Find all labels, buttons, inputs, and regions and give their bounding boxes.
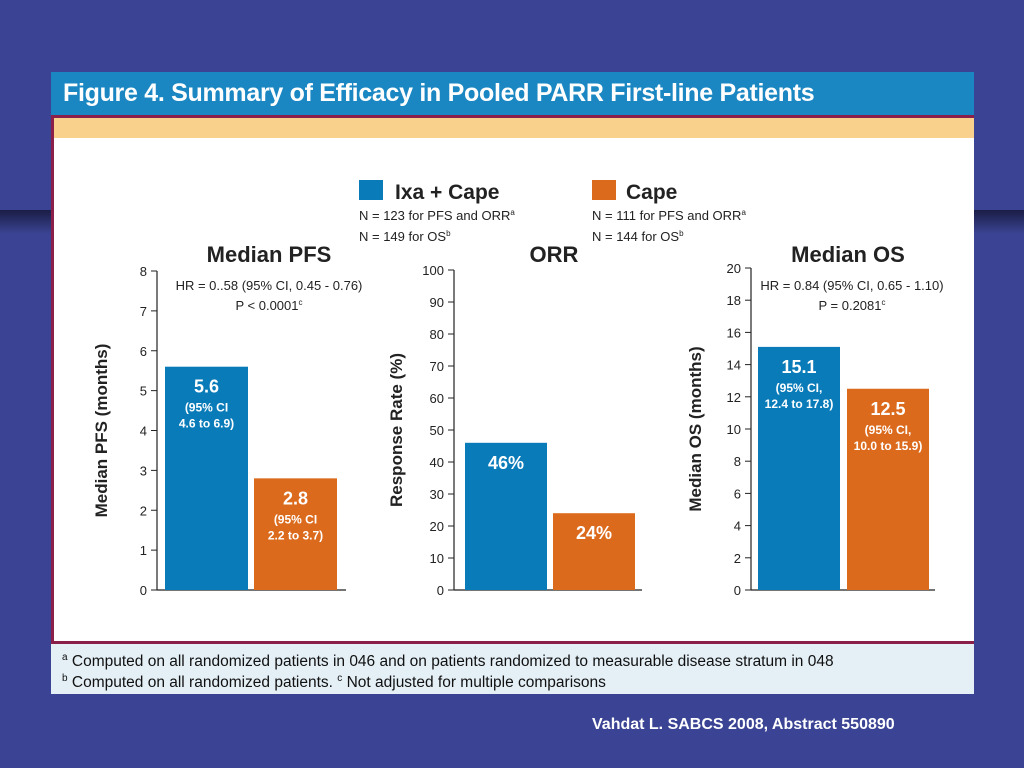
y-tick-label: 2	[734, 551, 741, 566]
ci-label: 10.0 to 15.9)	[854, 439, 923, 453]
chart-1: ORR Response Rate (%) 0 10 20 30 40 50 60 70 80 90 1…	[387, 242, 642, 598]
bar-ixa-cape	[758, 346, 840, 590]
title-underline	[51, 115, 974, 118]
data-label: 2.8	[283, 488, 308, 508]
bar-ixa-cape	[165, 366, 248, 590]
y-tick-label: 12	[727, 390, 741, 405]
y-tick-label: 3	[140, 463, 147, 478]
bar-cape	[553, 513, 635, 590]
y-tick-label: 80	[430, 327, 444, 342]
legend-swatch-ixa-cape	[359, 180, 383, 200]
ci-label: 12.4 to 17.8)	[765, 397, 834, 411]
citation: Vahdat L. SABCS 2008, Abstract 550890	[592, 716, 895, 733]
y-tick-label: 30	[430, 487, 444, 502]
y-tick-label: 8	[140, 264, 147, 279]
y-tick-label: 40	[430, 455, 444, 470]
y-tick-label: 1	[140, 543, 147, 558]
chart-2: Median OS Median OS (months) 0 2 4 6 8 10 12 14 16…	[686, 242, 944, 598]
ci-label: (95% CI	[274, 512, 317, 526]
chart-0: Median PFS Median PFS (months) 0 1 2 3 4 5 6 7 8 5.…	[92, 242, 362, 598]
y-tick-label: 10	[430, 551, 444, 566]
data-label: 5.6	[194, 377, 219, 397]
y-tick-label: 8	[734, 454, 741, 469]
footnote-b: b Computed on all randomized patients. c…	[62, 673, 606, 692]
ci-label: 4.6 to 6.9)	[179, 417, 234, 431]
chart-title: ORR	[530, 242, 579, 267]
y-tick-label: 7	[140, 304, 147, 319]
y-tick-label: 16	[727, 325, 741, 340]
chart-title: Median PFS	[207, 242, 332, 267]
y-tick-label: 6	[140, 344, 147, 359]
legend-label-ixa-cape: Ixa + Cape	[395, 181, 499, 204]
footnotes: a Computed on all randomized patients in…	[51, 644, 974, 694]
legend-note-ixa-cape-2: N = 149 for OSb	[359, 229, 451, 244]
y-tick-label: 4	[734, 519, 741, 534]
data-label: 15.1	[781, 357, 816, 377]
footnote-a: a Computed on all randomized patients in…	[62, 652, 834, 671]
figure-panel: Figure 4. Summary of Efficacy in Pooled …	[51, 72, 974, 694]
ci-label: 2.2 to 3.7)	[268, 528, 323, 542]
y-tick-label: 20	[430, 519, 444, 534]
stat-annotation: P < 0.0001c	[235, 298, 302, 313]
legend-note-cape-1: N = 111 for PFS and ORRa	[592, 208, 746, 223]
legend: Ixa + Cape N = 123 for PFS and ORRa N = …	[359, 180, 746, 244]
data-label: 46%	[488, 453, 524, 473]
legend-label-cape: Cape	[626, 181, 677, 204]
stat-annotation: HR = 0.84 (95% CI, 0.65 - 1.10)	[760, 278, 943, 293]
y-axis-label: Response Rate (%)	[387, 353, 406, 507]
legend-note-ixa-cape-1: N = 123 for PFS and ORRa	[359, 208, 515, 223]
y-tick-label: 5	[140, 384, 147, 399]
ci-label: (95% CI,	[776, 381, 823, 395]
y-tick-label: 50	[430, 423, 444, 438]
y-axis-label: Median PFS (months)	[92, 344, 111, 518]
y-tick-label: 90	[430, 295, 444, 310]
y-tick-label: 0	[140, 583, 147, 598]
y-tick-label: 2	[140, 503, 147, 518]
charts-canvas: Ixa + Cape N = 123 for PFS and ORRa N = …	[92, 180, 944, 598]
y-tick-label: 14	[727, 358, 741, 373]
stat-annotation: P = 0.2081c	[818, 298, 885, 313]
stat-annotation: HR = 0..58 (95% CI, 0.45 - 0.76)	[176, 278, 363, 293]
y-tick-label: 0	[734, 583, 741, 598]
chart-title: Median OS	[791, 242, 905, 267]
y-tick-label: 100	[422, 263, 444, 278]
data-label: 12.5	[870, 399, 905, 419]
figure-title: Figure 4. Summary of Efficacy in Pooled …	[51, 72, 974, 115]
y-tick-label: 10	[727, 422, 741, 437]
left-rule	[51, 118, 54, 644]
data-label: 24%	[576, 523, 612, 543]
y-tick-label: 60	[430, 391, 444, 406]
legend-swatch-cape	[592, 180, 616, 200]
y-tick-label: 20	[727, 261, 741, 276]
bottom-rule	[51, 641, 974, 644]
bar-cape	[254, 478, 337, 590]
bar-ixa-cape	[465, 442, 547, 590]
ci-label: (95% CI	[185, 401, 228, 415]
y-tick-label: 18	[727, 293, 741, 308]
header-accent-bar	[51, 118, 974, 138]
y-tick-label: 70	[430, 359, 444, 374]
y-tick-label: 0	[437, 583, 444, 598]
ci-label: (95% CI,	[865, 423, 912, 437]
y-axis-label: Median OS (months)	[686, 346, 705, 511]
bar-cape	[847, 388, 929, 590]
y-tick-label: 4	[140, 424, 147, 439]
y-tick-label: 6	[734, 486, 741, 501]
legend-note-cape-2: N = 144 for OSb	[592, 229, 684, 244]
